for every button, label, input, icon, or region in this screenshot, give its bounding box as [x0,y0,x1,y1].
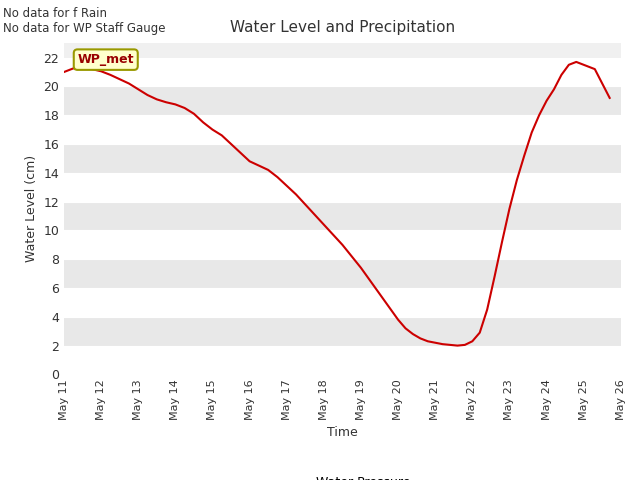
Bar [64,173,621,202]
Title: Water Level and Precipitation: Water Level and Precipitation [230,20,455,35]
Text: No data for WP Staff Gauge: No data for WP Staff Gauge [3,22,166,35]
Text: WP_met: WP_met [77,53,134,66]
Bar [64,288,621,317]
Bar [64,144,621,173]
Bar [64,202,621,230]
Bar [64,58,621,86]
Bar [64,346,621,374]
Bar [64,86,621,115]
Legend: Water Pressure: Water Pressure [269,471,415,480]
Bar [64,230,621,259]
Bar [64,317,621,346]
X-axis label: Time: Time [327,426,358,439]
Y-axis label: Water Level (cm): Water Level (cm) [25,155,38,263]
Bar [64,115,621,144]
Text: No data for f Rain: No data for f Rain [3,7,108,20]
Bar [64,259,621,288]
